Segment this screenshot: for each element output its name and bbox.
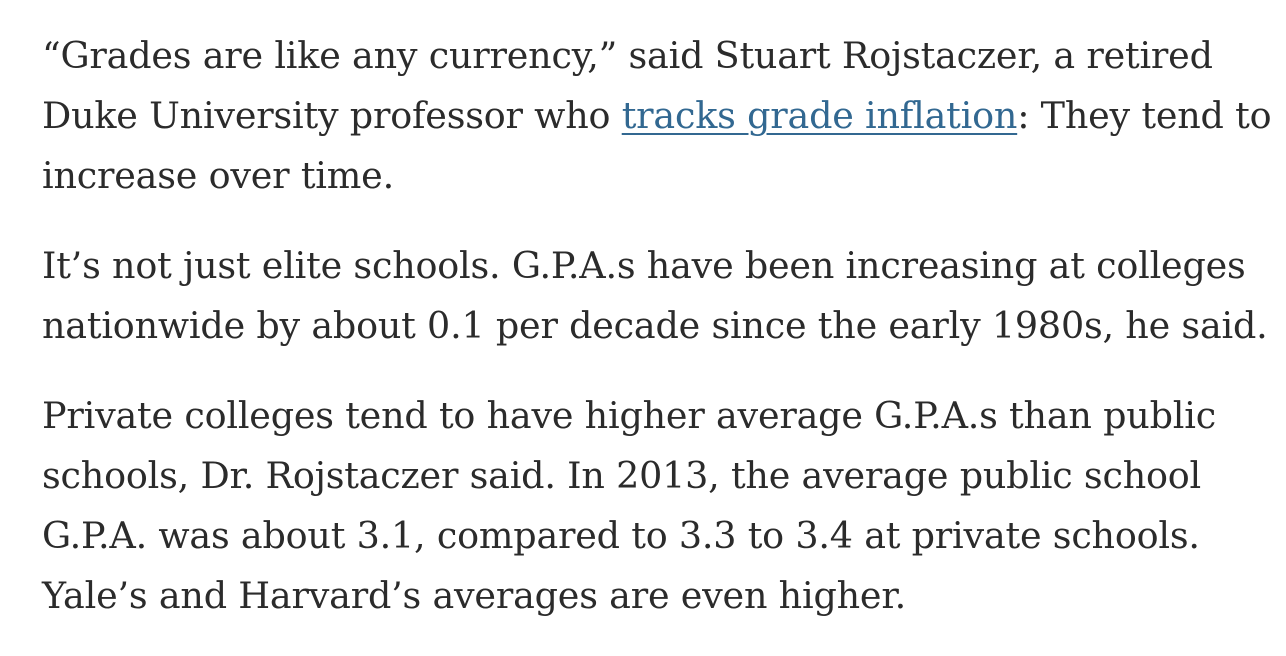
text-line-with-link: Duke University professor who tracks gra… (42, 86, 1272, 146)
text-line: G.P.A. was about 3.1, compared to 3.3 to… (42, 514, 1200, 557)
text-segment: Duke University professor who (42, 94, 622, 137)
text-line: It’s not just elite schools. G.P.A.s hav… (42, 244, 1246, 287)
text-line: nationwide by about 0.1 per decade since… (42, 304, 1268, 347)
paragraph-grades-currency: “Grades are like any currency,” said Stu… (42, 26, 1272, 206)
text-line: Yale’s and Harvard’s averages are even h… (42, 574, 906, 617)
paragraph-private-colleges: Private colleges tend to have higher ave… (42, 386, 1257, 626)
text-line: increase over time. (42, 154, 394, 197)
text-line: Private colleges tend to have higher ave… (42, 394, 1216, 437)
text-line: “Grades are like any currency,” said Stu… (42, 34, 1213, 77)
article-body: “Grades are like any currency,” said Stu… (42, 26, 1272, 656)
text-segment: : They tend to (1017, 94, 1272, 137)
tracks-grade-inflation-link[interactable]: tracks grade inflation (621, 94, 1018, 137)
paragraph-elite-schools: It’s not just elite schools. G.P.A.s hav… (42, 236, 1268, 356)
text-line: schools, Dr. Rojstaczer said. In 2013, t… (42, 454, 1202, 497)
